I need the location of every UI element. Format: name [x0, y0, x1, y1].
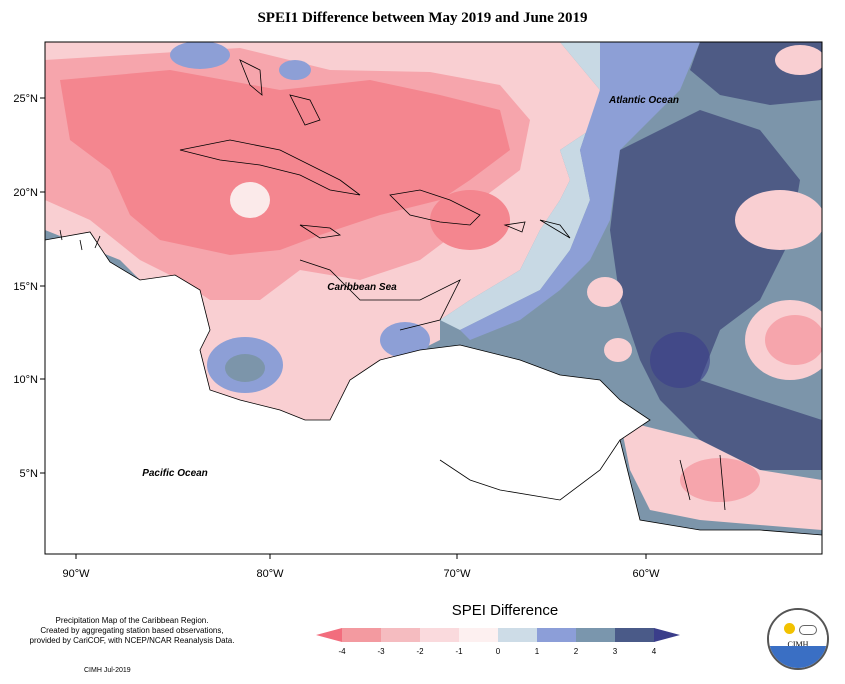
legend-arrow-high: [654, 628, 680, 642]
legend-swatch: [381, 628, 421, 642]
credits-line: Precipitation Map of the Caribbean Regio…: [55, 616, 209, 625]
legend-tick-label: 3: [613, 647, 618, 656]
lon-tick-label: 90°W: [62, 568, 90, 580]
legend-tick-label: -4: [338, 647, 346, 656]
legend-tick-label: -1: [455, 647, 463, 656]
wave-icon: [769, 645, 827, 668]
lon-axis: 90°W 80°W 70°W 60°W: [62, 554, 660, 580]
legend-tick-label: -3: [377, 647, 385, 656]
lon-tick-label: 60°W: [632, 568, 660, 580]
pacific-ocean-label: Pacific Ocean: [142, 468, 208, 479]
map-title: SPEI1 Difference between May 2019 and Ju…: [257, 10, 588, 26]
legend-swatch: [420, 628, 460, 642]
logo-text: CIMH: [787, 640, 809, 649]
lat-axis: 25°N 20°N 15°N 10°N 5°N: [13, 93, 45, 480]
map-frame: [44, 41, 823, 555]
lon-tick-label: 70°W: [443, 568, 471, 580]
lat-tick-label: 10°N: [13, 374, 38, 386]
sun-icon: [784, 623, 795, 634]
legend-swatch: [576, 628, 616, 642]
legend-swatch: [615, 628, 655, 642]
color-legend: -4 -3 -2 -1 0 1 2 3 4: [316, 628, 680, 656]
cimh-logo: CIMH: [767, 608, 829, 670]
credits-line: provided by CariCOF, with NCEP/NCAR Rean…: [29, 636, 235, 645]
legend-arrow-low: [316, 628, 342, 642]
cloud-icon: [799, 625, 817, 635]
legend-swatch: [459, 628, 499, 642]
lat-tick-label: 25°N: [13, 93, 38, 105]
lat-tick-label: 20°N: [13, 187, 38, 199]
legend-title: SPEI Difference: [451, 602, 559, 619]
legend-swatch: [342, 628, 382, 642]
land-mask: [45, 232, 822, 554]
map-credits: Precipitation Map of the Caribbean Regio…: [22, 616, 242, 646]
legend-swatch: [537, 628, 577, 642]
lat-tick-label: 15°N: [13, 281, 38, 293]
caribbean-sea-label: Caribbean Sea: [327, 282, 397, 293]
coastlines: [45, 59, 822, 536]
legend-tick-label: 0: [496, 647, 501, 656]
legend-tick-label: 1: [535, 647, 540, 656]
lon-tick-label: 80°W: [256, 568, 284, 580]
legend-tick-label: -2: [416, 647, 424, 656]
legend-tick-label: 2: [574, 647, 579, 656]
legend-tick-label: 4: [652, 647, 657, 656]
credits-line: Created by aggregating station based obs…: [40, 626, 224, 635]
lat-tick-label: 5°N: [20, 468, 39, 480]
spei-field: [45, 42, 822, 554]
atlantic-ocean-label: Atlantic Ocean: [608, 95, 679, 106]
legend-swatch: [498, 628, 538, 642]
credits-stamp: CIMH Jul-2019: [84, 667, 131, 674]
